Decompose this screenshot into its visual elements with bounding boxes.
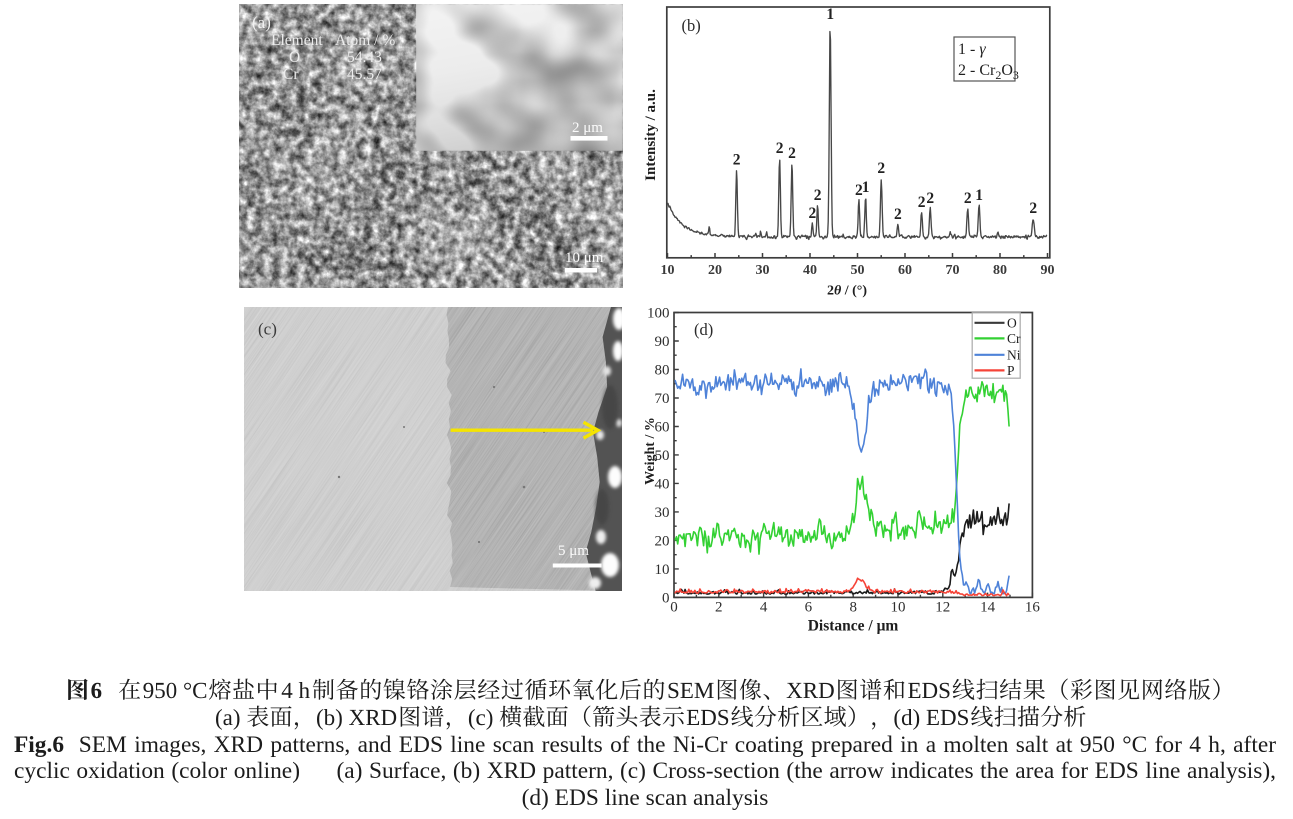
svg-text:2: 2	[733, 152, 741, 169]
svg-text:14: 14	[980, 600, 996, 616]
svg-text:6: 6	[805, 600, 813, 616]
svg-text:20: 20	[655, 533, 670, 549]
svg-text:2: 2	[776, 140, 784, 157]
svg-text:10: 10	[891, 600, 906, 616]
svg-text:Atom / %: Atom / %	[335, 32, 395, 49]
svg-text:Ni: Ni	[1007, 347, 1021, 362]
svg-text:Cr: Cr	[1007, 331, 1021, 346]
svg-text:2: 2	[809, 205, 817, 222]
svg-text:50: 50	[851, 263, 865, 278]
svg-text:70: 70	[655, 391, 670, 407]
svg-text:2: 2	[894, 206, 902, 223]
svg-text:2: 2	[788, 145, 796, 162]
svg-text:2: 2	[715, 600, 723, 616]
svg-text:12: 12	[935, 600, 950, 616]
svg-text:0: 0	[670, 600, 678, 616]
svg-text:(b): (b)	[682, 16, 701, 35]
svg-text:(d): (d)	[694, 320, 713, 339]
svg-text:4: 4	[760, 600, 768, 616]
svg-text:2: 2	[964, 190, 972, 207]
svg-text:1 - γ: 1 - γ	[958, 41, 986, 58]
svg-text:O: O	[289, 49, 300, 66]
svg-text:50: 50	[655, 448, 670, 464]
svg-text:40: 40	[803, 263, 817, 278]
svg-text:100: 100	[647, 306, 670, 322]
svg-text:1: 1	[862, 179, 870, 196]
svg-text:30: 30	[756, 263, 770, 278]
svg-text:Intensity / a.u.: Intensity / a.u.	[643, 89, 659, 181]
svg-text:80: 80	[993, 263, 1007, 278]
svg-text:40: 40	[655, 476, 670, 492]
svg-text:60: 60	[898, 263, 912, 278]
svg-text:10: 10	[655, 562, 670, 578]
svg-text:90: 90	[1041, 263, 1055, 278]
svg-text:45.57: 45.57	[347, 66, 382, 83]
svg-text:2: 2	[855, 182, 863, 199]
svg-text:60: 60	[655, 420, 670, 436]
svg-text:1: 1	[975, 187, 983, 204]
svg-text:2: 2	[814, 187, 822, 204]
svg-text:2θ / (°): 2θ / (°)	[827, 284, 867, 299]
svg-text:10 μm: 10 μm	[565, 250, 604, 266]
svg-text:Element: Element	[271, 32, 323, 49]
svg-text:8: 8	[849, 600, 857, 616]
svg-text:0: 0	[662, 590, 670, 606]
svg-text:Cr: Cr	[283, 66, 299, 83]
svg-text:16: 16	[1025, 600, 1041, 616]
svg-text:70: 70	[946, 263, 960, 278]
svg-text:O: O	[1007, 315, 1017, 330]
svg-text:10: 10	[661, 263, 675, 278]
svg-text:20: 20	[708, 263, 722, 278]
svg-text:Distance / μm: Distance / μm	[808, 618, 899, 635]
svg-text:Weight / %: Weight / %	[643, 417, 658, 485]
svg-text:54.43: 54.43	[347, 49, 382, 66]
svg-text:P: P	[1007, 363, 1015, 378]
svg-text:2: 2	[918, 194, 926, 211]
svg-text:2: 2	[926, 190, 934, 207]
svg-text:80: 80	[655, 363, 670, 379]
svg-text:1: 1	[826, 6, 834, 23]
svg-text:90: 90	[655, 334, 670, 350]
svg-text:2: 2	[1029, 200, 1037, 217]
svg-text:2: 2	[877, 160, 885, 177]
svg-text:30: 30	[655, 505, 670, 521]
svg-text:2 μm: 2 μm	[572, 120, 603, 136]
svg-text:(c): (c)	[258, 320, 277, 339]
svg-text:5 μm: 5 μm	[558, 543, 589, 559]
svg-text:(a): (a)	[252, 13, 271, 32]
svg-text:2 - Cr2O3: 2 - Cr2O3	[958, 62, 1019, 82]
